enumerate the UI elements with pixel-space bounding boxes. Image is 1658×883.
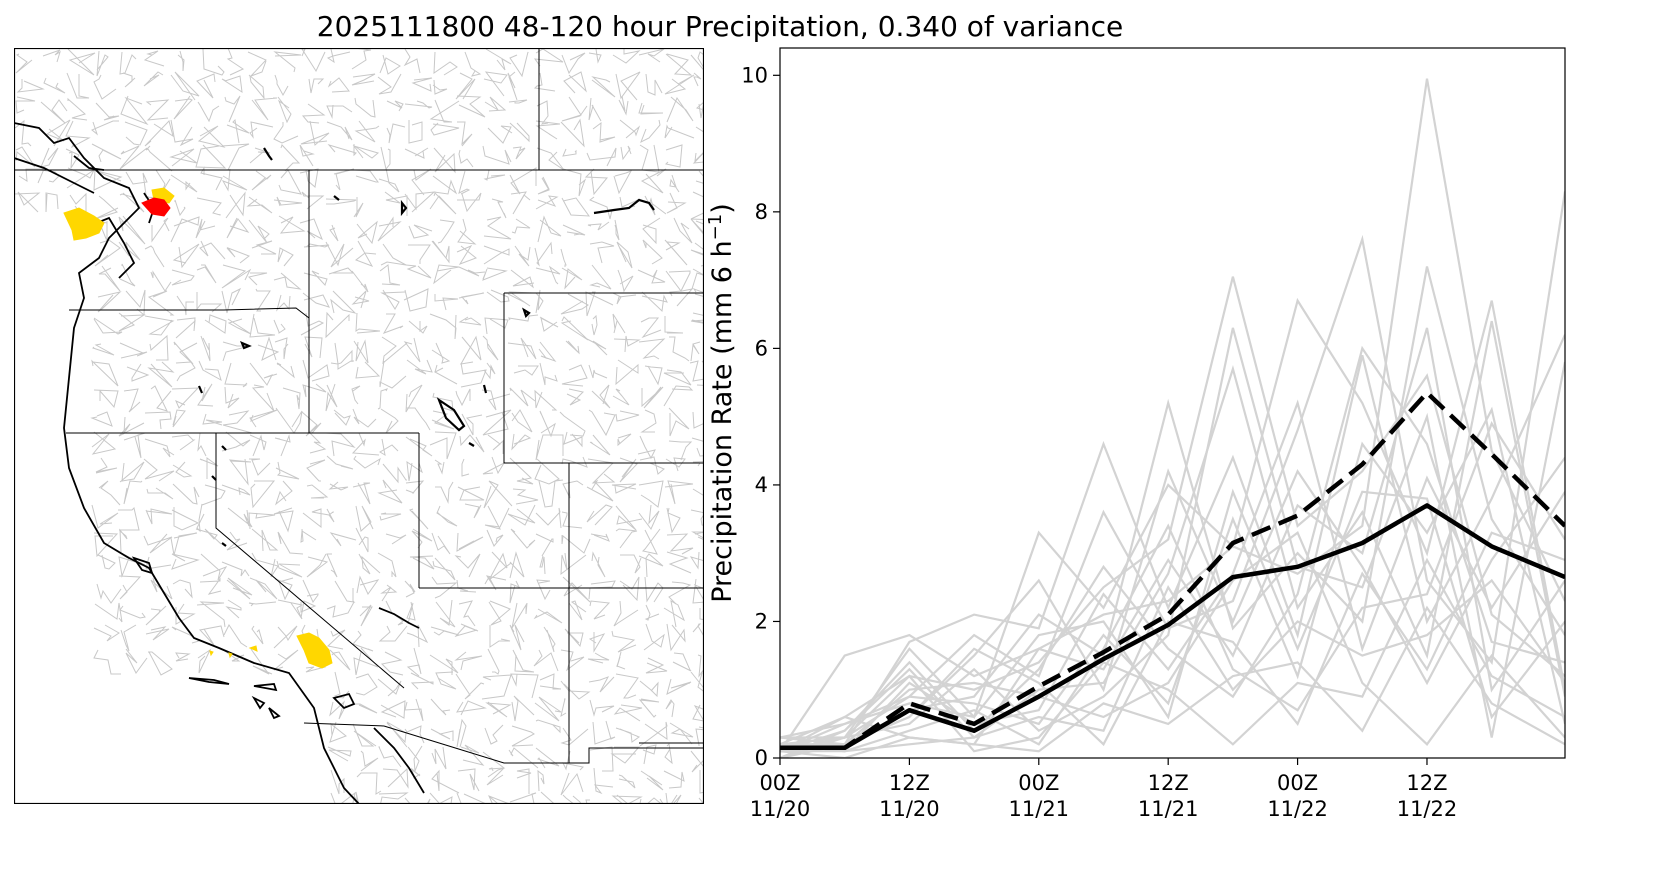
x-tick-label-time-1: 12Z — [889, 771, 930, 795]
y-tick-label-2: 4 — [755, 473, 768, 497]
y-tick-label-4: 8 — [755, 200, 768, 224]
x-tick-label-date-1: 11/20 — [879, 797, 940, 821]
y-tick-label-5: 10 — [741, 63, 768, 87]
y-tick-label-0: 0 — [755, 746, 768, 770]
ensemble-line-18 — [780, 531, 1565, 747]
ensemble-line-19 — [780, 605, 1565, 758]
ensemble-line-13 — [780, 421, 1565, 753]
coastline — [14, 122, 425, 804]
ensemble-line-12 — [780, 345, 1565, 753]
ensemble-line-17 — [780, 557, 1565, 758]
ensemble-line-2 — [780, 297, 1565, 739]
lakes — [197, 147, 655, 547]
ensemble-line-15 — [780, 488, 1565, 739]
x-tick-label-time-0: 00Z — [759, 771, 800, 795]
x-tick-label-date-3: 11/21 — [1138, 797, 1199, 821]
ensemble-line-0 — [780, 78, 1565, 752]
mean-series — [780, 390, 1565, 751]
ensemble-line-16 — [780, 578, 1565, 753]
solid-mean-line — [780, 503, 1565, 751]
ensemble-line-14 — [780, 530, 1565, 753]
x-tick-label-time-4: 00Z — [1277, 771, 1318, 795]
ensemble-line-5 — [780, 320, 1565, 758]
x-tick-label-time-3: 12Z — [1148, 771, 1189, 795]
basin-boundaries — [14, 48, 704, 804]
x-tick-label-date-4: 11/22 — [1267, 797, 1328, 821]
x-tick-label-date-5: 11/22 — [1397, 797, 1458, 821]
state-borders — [14, 48, 704, 764]
x-tick-label-date-0: 11/20 — [750, 797, 811, 821]
highlight-basins-yellow — [63, 187, 333, 669]
y-tick-label-1: 2 — [755, 609, 768, 633]
y-axis: 0 2 4 6 8 10 — [741, 63, 780, 770]
y-tick-label-3: 6 — [755, 336, 768, 360]
ensemble-members — [780, 78, 1565, 758]
basin-map — [14, 48, 704, 804]
precip-chart: 00Z11/2012Z11/2000Z11/2112Z11/2100Z11/22… — [705, 47, 1566, 821]
highlight-basin-red — [141, 197, 171, 217]
x-tick-label-time-5: 12Z — [1406, 771, 1447, 795]
ensemble-line-8 — [780, 334, 1565, 746]
y-axis-label: Precipitation Rate (mm 6 h−1) — [705, 203, 739, 603]
x-tick-label-date-2: 11/21 — [1009, 797, 1070, 821]
x-tick-label-time-2: 00Z — [1018, 771, 1059, 795]
ensemble-line-7 — [780, 399, 1565, 753]
map-frame — [14, 48, 704, 804]
x-axis: 00Z11/2012Z11/2000Z11/2112Z11/2100Z11/22… — [750, 758, 1458, 821]
plot-frame — [779, 47, 1566, 759]
figure-title: 2025111800 48-120 hour Precipitation, 0.… — [316, 10, 1124, 43]
ensemble-line-6 — [780, 327, 1565, 753]
ensemble-line-10 — [780, 406, 1565, 746]
